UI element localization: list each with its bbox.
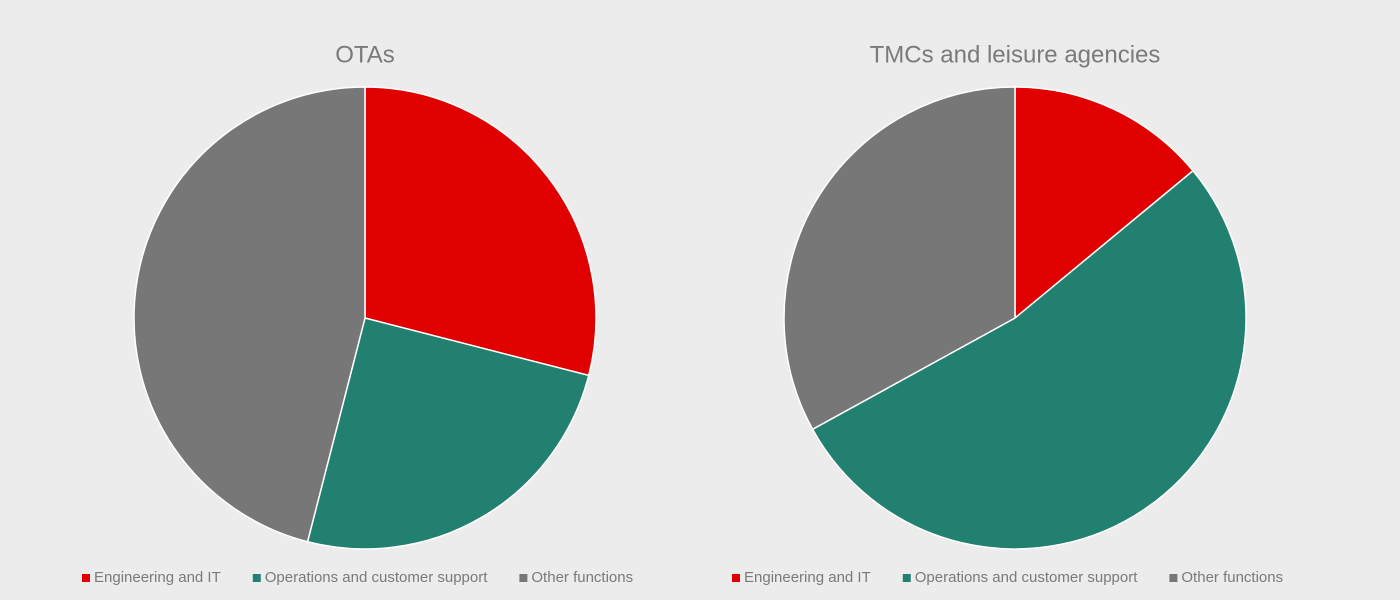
legend-label: Other functions bbox=[531, 569, 633, 586]
legend-swatch bbox=[82, 574, 90, 582]
pie-slice bbox=[811, 169, 1247, 550]
pie-slice bbox=[133, 86, 366, 543]
legend-swatch bbox=[519, 574, 528, 582]
legend-label: Engineering and IT bbox=[94, 569, 221, 586]
pie-slice bbox=[1014, 86, 1195, 320]
pie-slice bbox=[306, 317, 590, 550]
legend-swatch bbox=[252, 574, 261, 582]
legend-swatch bbox=[1169, 574, 1178, 582]
legend-swatch bbox=[902, 574, 911, 582]
legend-swatch bbox=[732, 574, 740, 582]
legend-label: Engineering and IT bbox=[744, 569, 871, 586]
chart-title: OTAs bbox=[335, 41, 395, 68]
legend-label: Operations and customer support bbox=[265, 569, 488, 586]
legend-label: Other functions bbox=[1181, 569, 1283, 586]
legend-label: Operations and customer support bbox=[915, 569, 1138, 586]
pie-slice bbox=[364, 86, 597, 377]
pie-slice bbox=[783, 86, 1016, 431]
chart-title: TMCs and leisure agencies bbox=[870, 41, 1161, 68]
